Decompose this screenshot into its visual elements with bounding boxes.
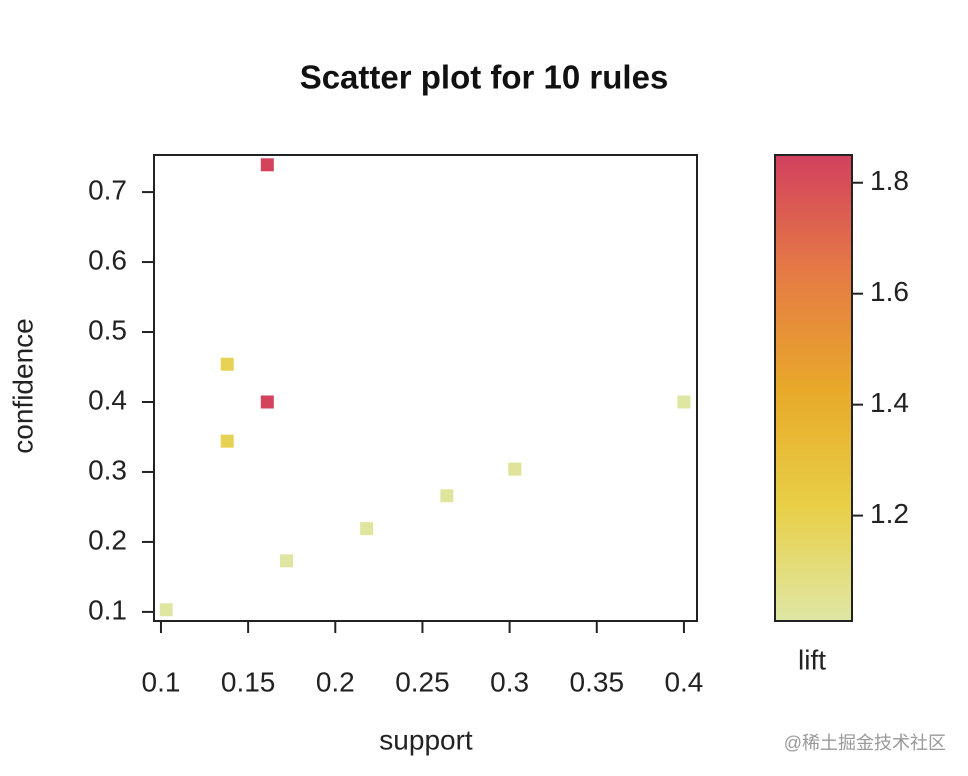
colorbar-label: lift: [798, 644, 826, 675]
point: [440, 489, 454, 503]
point: [279, 554, 293, 568]
colorbar-tick-label: 1.8: [870, 165, 909, 196]
x-tick-label: 0.35: [570, 666, 625, 697]
point: [677, 395, 691, 409]
watermark: @稀土掘金技术社区: [784, 733, 946, 753]
colorbar-tick-label: 1.2: [870, 498, 909, 529]
y-tick-label: 0.6: [88, 244, 127, 275]
y-tick-label: 0.2: [88, 524, 127, 555]
y-tick-label: 0.3: [88, 454, 127, 485]
point: [220, 357, 234, 371]
x-tick-label: 0.25: [395, 666, 450, 697]
point: [159, 603, 173, 617]
y-tick-label: 0.5: [88, 314, 127, 345]
x-tick-label: 0.2: [316, 666, 355, 697]
y-tick-label: 0.7: [88, 174, 127, 205]
x-tick-label: 0.1: [142, 666, 181, 697]
colorbar: [774, 154, 853, 622]
chart-title: Scatter plot for 10 rules: [300, 59, 669, 96]
point: [260, 158, 274, 172]
x-tick-label: 0.3: [490, 666, 529, 697]
point: [508, 462, 522, 476]
point: [220, 434, 234, 448]
colorbar-tick-label: 1.6: [870, 276, 909, 307]
point: [260, 395, 274, 409]
x-axis-label: support: [379, 724, 473, 755]
y-tick-label: 0.1: [88, 594, 127, 625]
x-tick-label: 0.15: [221, 666, 276, 697]
plot-frame: [153, 154, 698, 622]
x-tick-label: 0.4: [664, 666, 703, 697]
colorbar-tick-label: 1.4: [870, 387, 909, 418]
y-tick-label: 0.4: [88, 384, 127, 415]
y-axis-label: confidence: [7, 318, 38, 453]
point: [360, 522, 374, 536]
